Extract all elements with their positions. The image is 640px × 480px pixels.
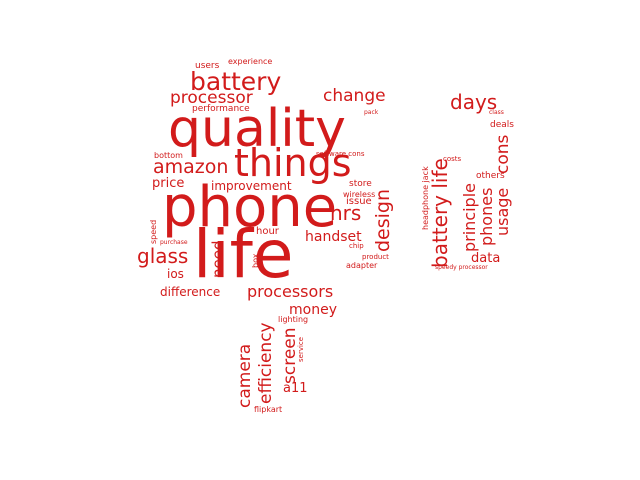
word-headphone-jack: headphone jack [421,166,430,230]
word-handset: handset [305,229,362,245]
word-battery: battery [190,67,282,96]
word-ios: ios [167,267,184,281]
word-store: store [349,179,372,189]
word-chip: chip [349,242,364,250]
word-hour: hour [256,226,279,237]
word-lighting: lighting [278,315,309,324]
word-improvement: improvement [211,179,292,193]
word-price: price [152,176,185,191]
word-speedy-processor: speedy processor [435,264,488,271]
word-wireless: wireless [343,190,376,199]
word-product: product [362,253,389,261]
word-hrs: hrs [330,201,362,225]
word-adapter: adapter [346,261,378,270]
word-purchase: purchase [160,239,188,246]
word-processor: processor [170,88,253,108]
word-amazon: amazon [153,156,229,178]
word-difference: difference [160,285,221,299]
word-issue: issue [346,196,372,207]
word-box: box [251,253,260,268]
word-a11: a11 [283,381,308,396]
word-experience: experience [228,57,273,66]
word-others: others [476,171,505,181]
word-service: service [297,336,305,362]
word-performance: performance [192,104,250,114]
word-processors: processors [247,282,334,301]
word-life: life [193,216,294,293]
word-users: users [195,61,220,71]
word-efficiency: efficiency [256,322,276,404]
word-need: need [209,240,227,279]
word-battery-life: battery life [428,158,452,268]
word-things: things [234,141,352,185]
word-money: money [289,302,337,318]
word-cons: cons [493,134,513,174]
word-quality: quality [168,99,346,159]
word-change: change [323,86,386,106]
word-phone: phone [162,175,338,240]
word-pack: pack [364,109,379,116]
word-bottom: bottom [154,151,183,160]
word-phones: phones [477,187,496,246]
word-data: data [471,251,501,266]
word-costs: costs [443,155,462,163]
word-camera: camera [235,343,255,408]
word-glass: glass [137,244,189,268]
word-days: days [450,90,498,114]
word-flipkart: flipkart [254,405,283,414]
word-speed: speed [149,219,158,244]
word-class: class [489,109,504,116]
word-design: design [372,188,394,252]
word-deals: deals [490,120,514,130]
word-principle: principle [460,182,479,252]
word-usage: usage [493,187,512,236]
word-software-cons: software cons [316,150,365,158]
